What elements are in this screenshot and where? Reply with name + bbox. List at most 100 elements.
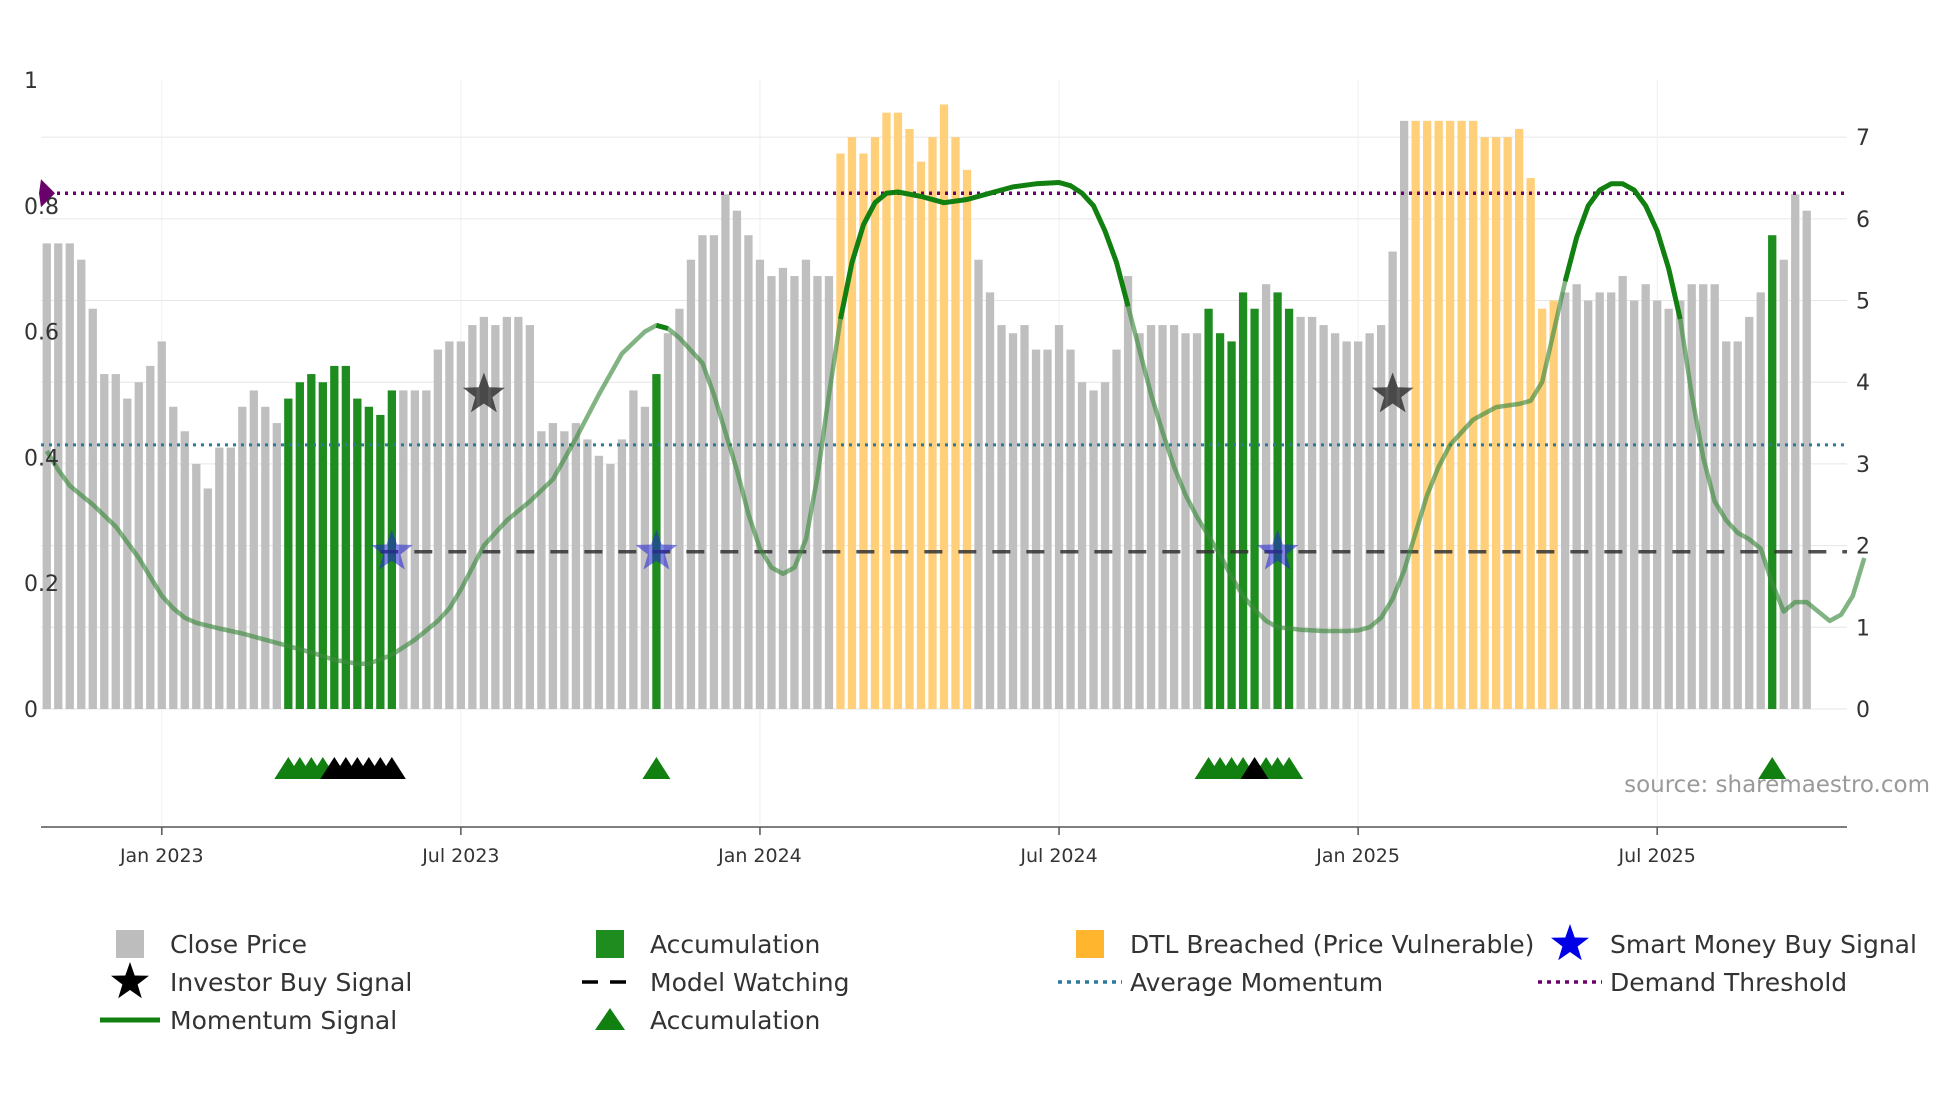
dtl-breached-bar [928,137,937,709]
x-tick-label: Jul 2023 [421,845,499,867]
close-price-bar [1653,300,1662,709]
close-price-bar [1020,325,1029,709]
legend-label: Close Price [170,930,307,959]
momentum-signal-strong [655,322,669,331]
accumulation-triangle-dark [1240,757,1269,779]
close-price-bar [525,325,535,709]
y-right-tick-label: 6 [1856,208,1870,233]
close-price-bar [548,423,558,709]
close-price-bar [1089,390,1098,709]
close-price-bar [606,463,615,709]
legend-swatch-square [1076,930,1104,958]
close-price-bar [1687,284,1696,709]
close-price-bar [537,431,546,709]
close-price-bar [261,406,270,709]
close-price-bar [1388,251,1397,709]
dtl-breached-bar [1492,137,1501,709]
close-price-bar [1584,300,1593,709]
close-price-bar [1100,382,1110,709]
dtl-breached-bar [1549,300,1558,709]
close-price-bar [1676,300,1685,709]
legend-item: Accumulation [596,930,820,959]
dtl-breached-bar [1469,120,1478,709]
close-price-bar [1112,349,1121,709]
signal-lines [39,179,1867,666]
investor-buy-star [1371,372,1414,413]
legend-item: Close Price [116,930,307,959]
close-price-bar [721,194,730,709]
close-price-bar [169,406,178,709]
close-price-bar [790,276,799,709]
close-price-bar [1399,120,1409,709]
close-price-bar [192,463,201,709]
dtl-breached-bar [951,137,960,709]
accumulation-bar [353,398,362,709]
dtl-breached-bar [1503,137,1512,709]
y-left-tick-label: 0.6 [24,321,59,346]
close-price-bar [88,308,97,709]
close-price-bar [410,390,419,709]
close-price-bar [1618,276,1627,709]
legend-item: Momentum Signal [100,1006,397,1035]
close-price-bar [215,447,224,709]
close-price-bar [1135,333,1144,709]
close-price-bar [100,374,109,709]
close-price-bar [1077,382,1087,709]
accumulation-bar [1215,333,1225,709]
legend-item: Investor Buy Signal [111,962,412,999]
accumulation-triangle [642,757,671,779]
dtl-breached-bar [1445,120,1455,709]
close-price-bar [226,447,235,709]
close-price-bar [111,374,120,709]
close-price-bar [1664,308,1673,709]
legend-item: Accumulation [595,1006,820,1035]
close-price-bar [1031,349,1041,709]
legend-label: Accumulation [650,930,820,959]
close-price-bar [1745,316,1754,709]
close-price-bar [560,431,569,709]
close-price-bar [203,488,212,709]
close-price-bar [997,325,1006,709]
legend-item: DTL Breached (Price Vulnerable) [1076,930,1534,959]
x-tick-label: Jul 2025 [1618,845,1696,867]
close-price-bar [123,398,132,709]
accumulation-triangle [1275,757,1304,779]
axes: Jan 2023 Jul 2023 Jan 2024 Jul 2024 Jan 2025… [24,69,1870,867]
y-left-tick-label: 1 [24,69,38,94]
dtl-breached-bar [1434,120,1443,709]
close-price-bar [1146,325,1156,709]
legend-label: Accumulation [650,1006,820,1035]
dtl-breached-bar [1480,137,1489,709]
accumulation-bar [376,414,385,709]
x-tick-label: Jan 2024 [717,845,802,867]
close-price-bar [445,341,454,709]
close-price-bar [1169,325,1179,709]
demand-threshold-marker [39,179,55,208]
close-price-bar [1054,325,1064,709]
dtl-breached-bar [870,137,880,709]
accumulation-triangle [1758,757,1787,779]
dtl-breached-bar [916,161,926,710]
close-price-bar [1733,341,1742,709]
accumulation-bar [307,374,316,709]
close-price-bar [675,308,684,709]
accumulation-bar [1768,235,1777,709]
close-price-bar [134,382,143,709]
close-price-bar [1791,194,1800,709]
legend-label: Momentum Signal [170,1006,397,1035]
close-price-bar [1595,292,1604,709]
close-price-bar [433,349,443,709]
close-price-bar [813,276,822,709]
legend-swatch-square [116,930,144,958]
close-price-bar [1158,325,1167,709]
legend-item: Smart Money Buy Signal [1551,924,1917,961]
y-right-tick-label: 4 [1856,371,1870,396]
smart-money-buy-star [370,529,413,570]
dtl-breached-bar [893,112,903,710]
smart-money-buy-star [635,529,678,570]
legend-item: Average Momentum [1058,968,1383,997]
close-price-bar [1319,325,1328,709]
close-price-bar [180,431,189,709]
close-price-bar [663,333,673,709]
dtl-breached-bar [882,112,891,710]
